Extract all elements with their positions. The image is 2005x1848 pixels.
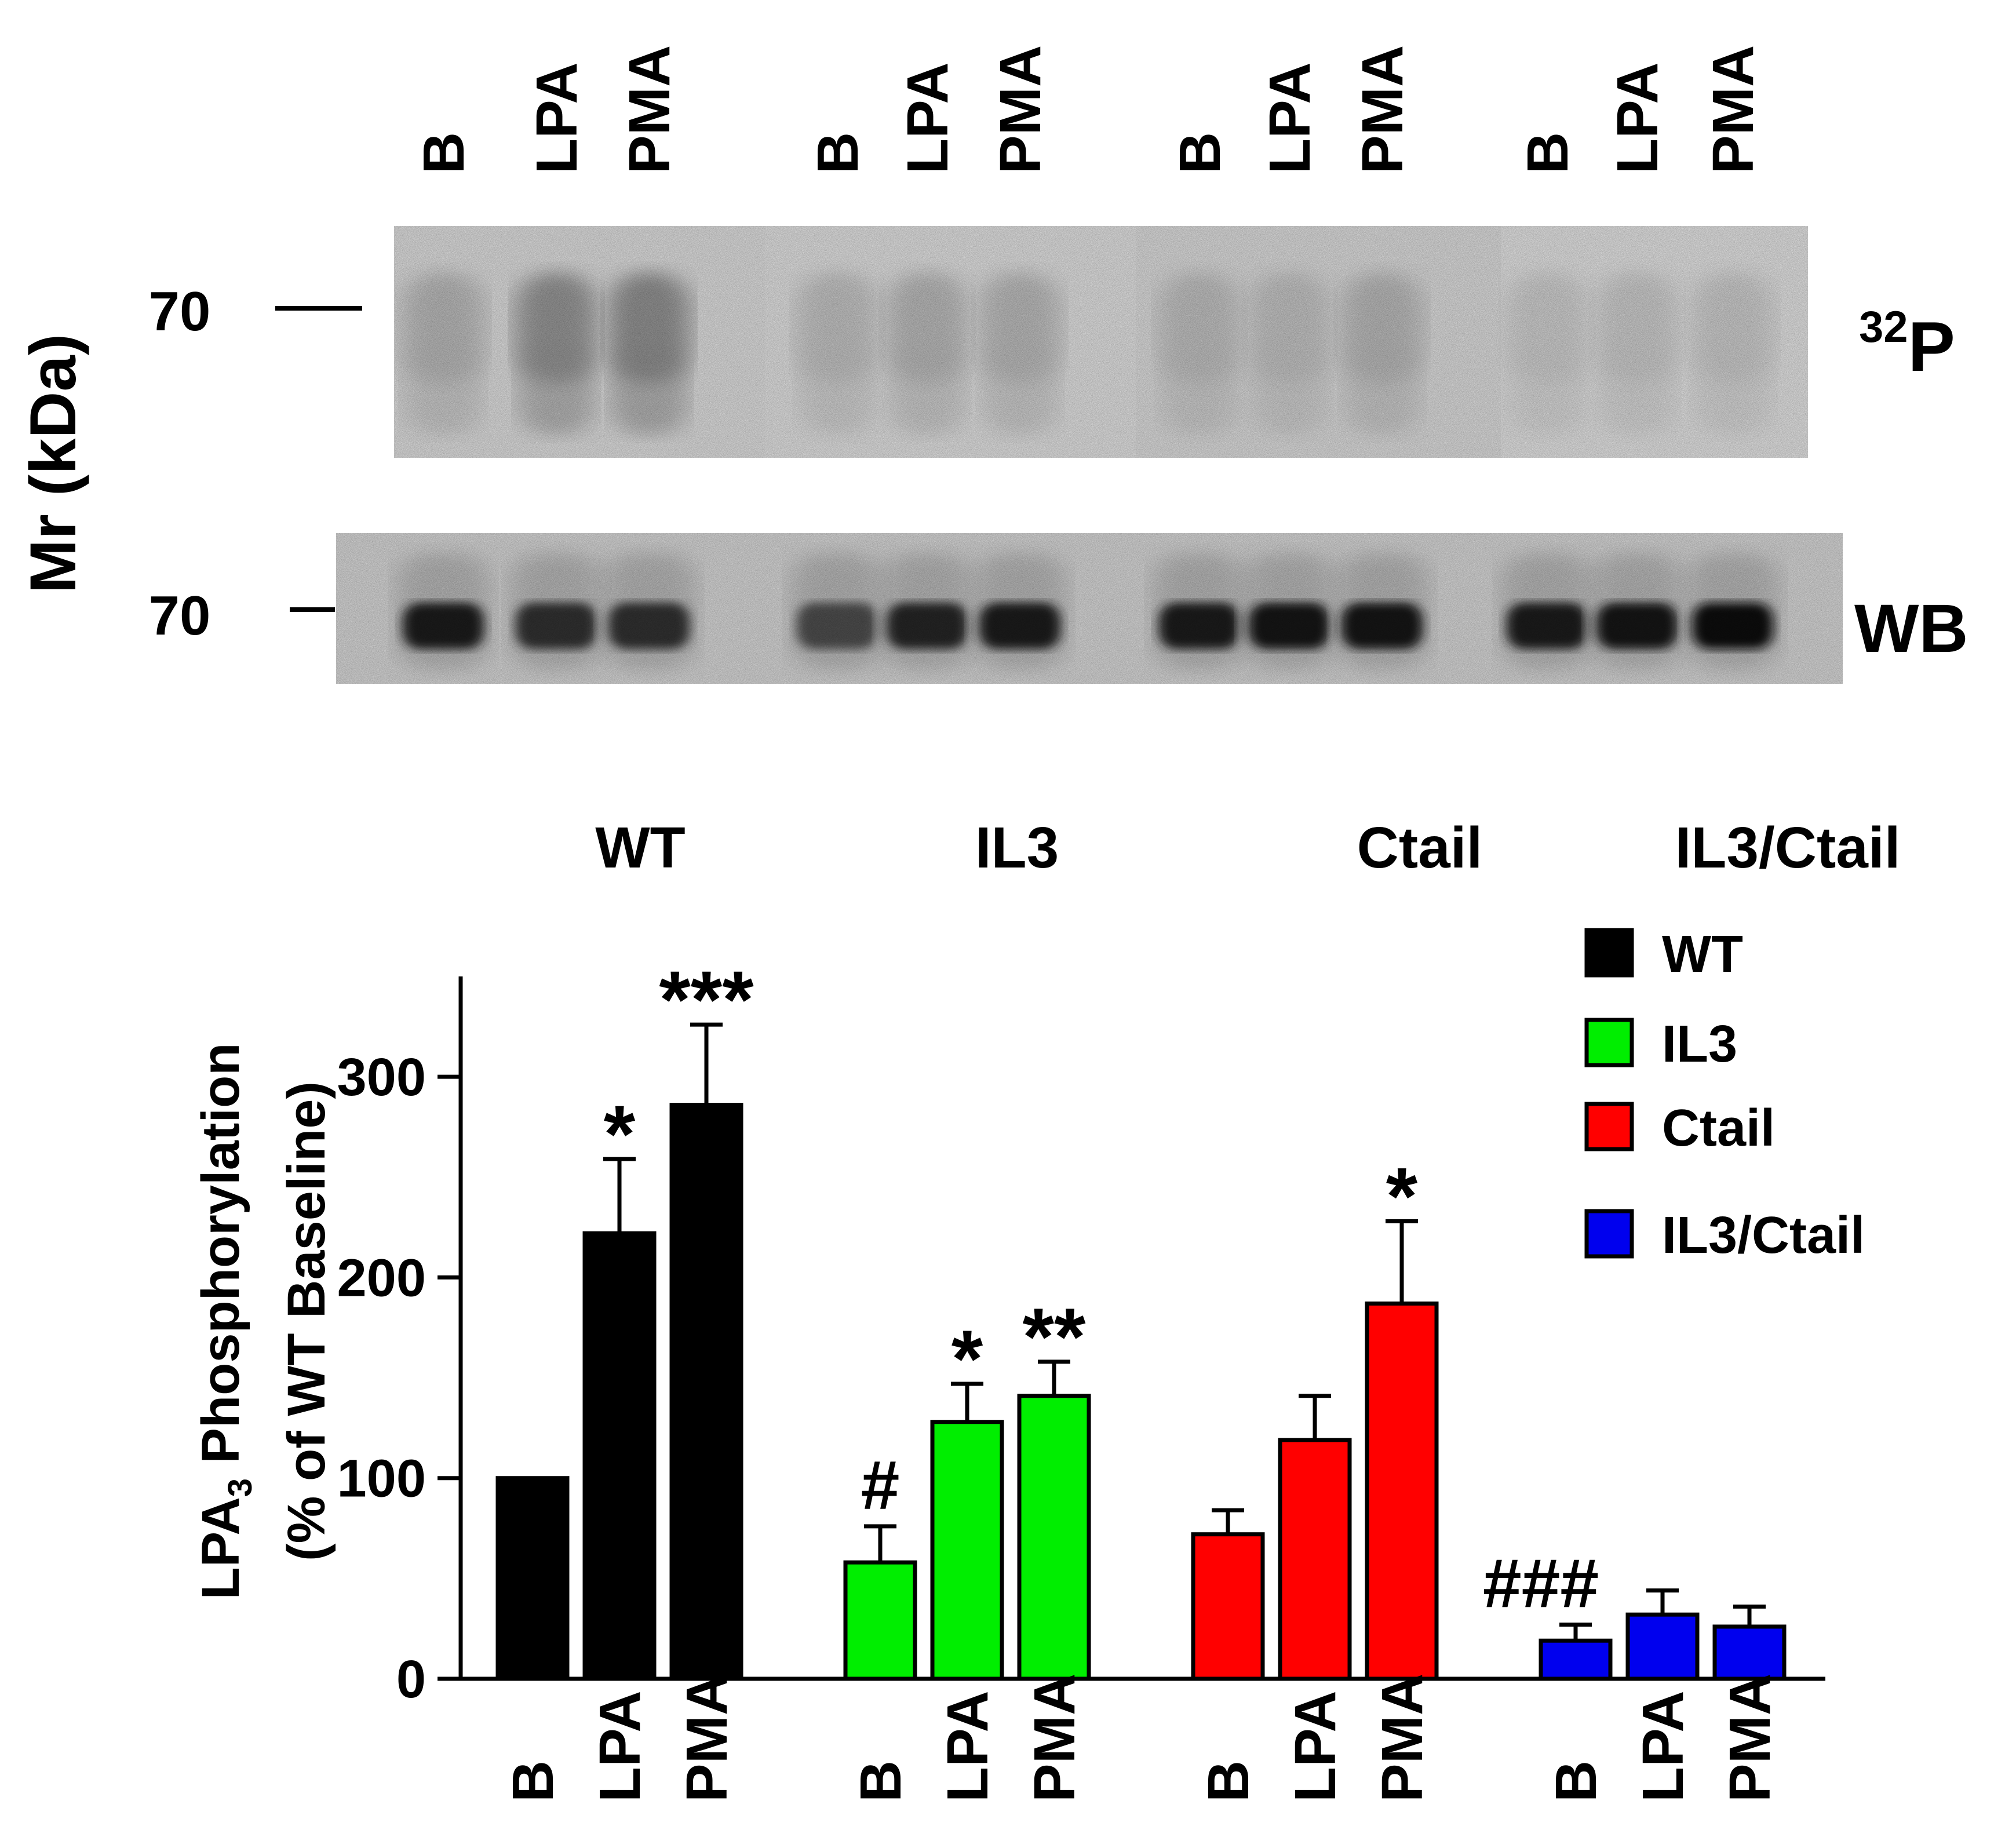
chart-y-label-main: LPA [191, 1497, 250, 1599]
y-tick-label: 100 [337, 1449, 426, 1508]
x-tick-label: B [848, 1760, 913, 1802]
bar [669, 1103, 743, 1681]
bar [1625, 1612, 1700, 1681]
lane-label: B [411, 132, 476, 174]
legend-swatch [1584, 1018, 1634, 1067]
blot-32p-grain [394, 226, 1808, 458]
significance-marker: * [952, 1313, 983, 1404]
x-tick-label: PMA [1022, 1674, 1087, 1802]
bar [1017, 1394, 1091, 1681]
y-axis-ticks: 0 100 200 300 [337, 1048, 461, 1709]
chart-y-label-rest: Phosphorylation [191, 1043, 250, 1478]
x-tick-label: B [1196, 1760, 1261, 1802]
lane-label: B [1515, 132, 1580, 174]
legend-label: IL3 [1662, 1015, 1737, 1073]
lane-label: LPA [895, 62, 960, 174]
lane-label: LPA [1605, 62, 1670, 174]
blot-wb-grain [336, 533, 1843, 684]
lane-label: PMA [988, 45, 1053, 174]
lane-label: LPA [1257, 62, 1322, 174]
bar [930, 1420, 1004, 1681]
bar [1712, 1624, 1787, 1681]
chart-y-label-line1: LPA3 Phosphorylation [191, 1043, 259, 1600]
x-tick-label: LPA [935, 1690, 1000, 1802]
legend-label: Ctail [1662, 1099, 1775, 1157]
bar [843, 1560, 917, 1681]
label-32p: 32P [1859, 302, 1955, 386]
significance-marker: *** [659, 954, 754, 1045]
significance-marker: ** [1023, 1291, 1086, 1382]
legend-swatch [1584, 1209, 1634, 1259]
group-header: WT [595, 815, 685, 880]
bar [1278, 1438, 1352, 1681]
marker-top-label: 70 [149, 280, 211, 342]
y-tick-label: 200 [337, 1248, 426, 1307]
x-tick-label: LPA [1283, 1690, 1348, 1802]
lane-label: B [1168, 132, 1233, 174]
y-tick-label: 0 [396, 1650, 426, 1709]
x-tick-label: B [501, 1760, 566, 1802]
lane-label: B [805, 132, 870, 174]
bar-chart: LPA3 Phosphorylation (% of WT Baseline) … [191, 925, 1865, 1802]
bar [1365, 1301, 1439, 1681]
blot-y-axis-label: Mr (kDa) [17, 334, 89, 593]
bar [1539, 1638, 1613, 1681]
label-wb: WB [1854, 591, 1968, 667]
legend-swatch [1584, 928, 1634, 978]
significance-marker: * [604, 1088, 636, 1179]
blot-lane-labels: B LPA PMA B LPA PMA B LPA PMA B LPA PMA [411, 45, 1766, 174]
x-tick-label: LPA [588, 1690, 652, 1802]
significance-marker: # [861, 1446, 900, 1524]
significance-marker: * [1386, 1150, 1418, 1241]
group-header: IL3 [975, 815, 1059, 880]
bars: ****#* ***### [495, 954, 1787, 1681]
x-tick-label: PMA [1718, 1674, 1782, 1802]
legend-swatch [1584, 1102, 1634, 1151]
bar [1191, 1532, 1265, 1681]
lane-label: PMA [617, 45, 682, 174]
blot-32p-strip [394, 226, 1808, 458]
blot-wb-strip [336, 533, 1843, 684]
label-32p-superscript: 32 [1859, 302, 1908, 352]
bar [495, 1476, 570, 1681]
label-32p-main: P [1908, 307, 1955, 386]
lane-label: LPA [524, 62, 589, 174]
legend-label: IL3/Ctail [1662, 1207, 1865, 1264]
x-tick-label: B [1544, 1760, 1609, 1802]
legend: WT IL3 Ctail IL3/Ctail [1584, 925, 1865, 1264]
legend-label: WT [1662, 925, 1743, 983]
bar [582, 1231, 657, 1681]
lane-label: PMA [1350, 45, 1415, 174]
x-tick-label: PMA [675, 1674, 739, 1802]
lane-label: PMA [1701, 45, 1766, 174]
marker-bottom-label: 70 [149, 585, 211, 647]
x-tick-label: PMA [1370, 1674, 1435, 1802]
x-axis-tick-labels: B LPA PMA B LPA PMA B LPA PMA B LPA PMA [501, 1674, 1782, 1802]
chart-y-label-subscript: 3 [221, 1478, 259, 1497]
group-headers: WT IL3 Ctail IL3/Ctail [595, 815, 1900, 880]
significance-marker: ### [1483, 1545, 1599, 1623]
y-tick-label: 300 [337, 1048, 426, 1107]
chart-y-label-line2: (% of WT Baseline) [277, 1081, 336, 1561]
group-header: Ctail [1357, 815, 1483, 880]
group-header: IL3/Ctail [1675, 815, 1901, 880]
x-tick-label: LPA [1631, 1690, 1696, 1802]
